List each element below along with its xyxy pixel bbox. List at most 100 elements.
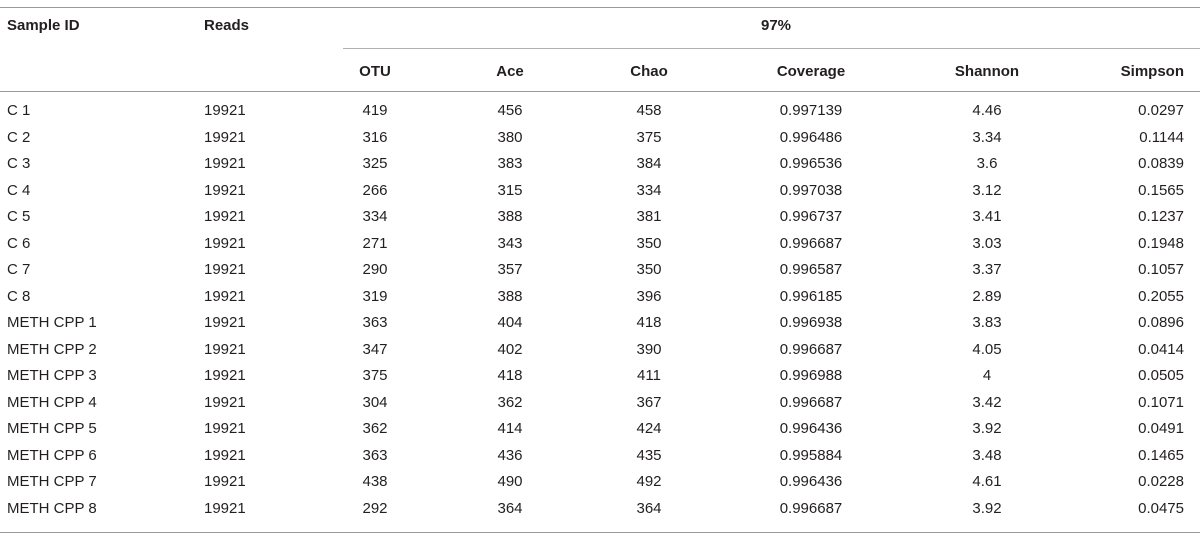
cell-simpson: 0.1465 (1138, 446, 1184, 464)
cell-simpson: 0.1565 (1138, 181, 1184, 199)
cell-reads: 19921 (204, 261, 246, 278)
cell-coverage: 0.996737 (779, 208, 843, 225)
cell-simpson: 0.0475 (1138, 499, 1184, 517)
cell-shannon: 4 (982, 367, 992, 384)
cell-ace: 436 (497, 446, 523, 464)
cell-ace: 380 (497, 128, 523, 146)
cell-coverage: 0.996687 (779, 499, 843, 517)
cell-shannon: 3.34 (972, 128, 1002, 146)
cell-sample-id: C 4 (7, 181, 31, 199)
table-row: C 5 19921 334 388 381 0.996737 3.41 0.1237 (0, 204, 1200, 231)
cell-simpson: 0.1057 (1138, 261, 1184, 278)
cell-ace: 388 (497, 208, 523, 225)
group-header-rule (343, 48, 1200, 49)
cell-reads: 19921 (204, 287, 246, 305)
cell-simpson: 0.2055 (1138, 287, 1184, 305)
cell-sample-id: C 7 (7, 261, 31, 278)
table-row: C 8 19921 319 388 396 0.996185 2.89 0.2055 (0, 284, 1200, 311)
cell-ace: 383 (497, 155, 523, 172)
cell-coverage: 0.995884 (779, 446, 843, 464)
cell-reads: 19921 (204, 499, 246, 517)
cell-shannon: 3.92 (972, 420, 1002, 437)
cell-sample-id: METH CPP 6 (7, 446, 97, 464)
cell-shannon: 3.03 (972, 234, 1002, 252)
cell-shannon: 3.83 (972, 314, 1002, 331)
cell-ace: 357 (497, 261, 523, 278)
cell-coverage: 0.997139 (779, 102, 843, 119)
cell-sample-id: C 8 (7, 287, 31, 305)
header-sample-id: Sample ID (7, 17, 80, 34)
cell-shannon: 3.92 (972, 499, 1002, 517)
table-row: METH CPP 8 19921 292 364 364 0.996687 3.92 0.04… (0, 496, 1200, 523)
cell-coverage: 0.996687 (779, 340, 843, 358)
cell-reads: 19921 (204, 155, 246, 172)
cell-sample-id: C 2 (7, 128, 31, 146)
cell-otu: 375 (362, 367, 388, 384)
cell-coverage: 0.996587 (779, 261, 843, 278)
table-top-rule (0, 7, 1200, 8)
cell-otu: 271 (362, 234, 388, 252)
cell-simpson: 0.0414 (1138, 340, 1184, 358)
cell-otu: 347 (362, 340, 388, 358)
cell-sample-id: METH CPP 8 (7, 499, 97, 517)
table-row: METH CPP 7 19921 438 490 492 0.996436 4.61 0.02… (0, 469, 1200, 496)
cell-simpson: 0.1071 (1138, 393, 1184, 411)
cell-sample-id: METH CPP 4 (7, 393, 97, 411)
cell-simpson: 0.1144 (1139, 128, 1184, 146)
cell-shannon: 4.61 (972, 473, 1002, 490)
cell-otu: 419 (362, 102, 388, 119)
cell-sample-id: METH CPP 3 (7, 367, 97, 384)
table-row: C 4 19921 266 315 334 0.997038 3.12 0.1565 (0, 178, 1200, 205)
header-otu: OTU (359, 63, 391, 80)
header-bottom-rule (0, 91, 1200, 92)
cell-coverage: 0.996988 (779, 367, 843, 384)
cell-simpson: 0.0505 (1138, 367, 1184, 384)
cell-otu: 304 (362, 393, 388, 411)
cell-shannon: 3.12 (972, 181, 1002, 199)
table-row: METH CPP 2 19921 347 402 390 0.996687 4.05 0.04… (0, 337, 1200, 364)
cell-chao: 492 (636, 473, 662, 490)
cell-ace: 404 (497, 314, 523, 331)
cell-chao: 384 (636, 155, 662, 172)
cell-chao: 458 (636, 102, 662, 119)
header-coverage: Coverage (776, 63, 846, 80)
cell-ace: 418 (497, 367, 523, 384)
cell-ace: 362 (497, 393, 523, 411)
cell-ace: 456 (497, 102, 523, 119)
cell-shannon: 3.41 (972, 208, 1002, 225)
cell-sample-id: METH CPP 1 (7, 314, 97, 331)
cell-simpson: 0.1237 (1138, 208, 1184, 225)
cell-reads: 19921 (204, 420, 246, 437)
cell-chao: 418 (636, 314, 662, 331)
cell-coverage: 0.996536 (779, 155, 843, 172)
cell-ace: 364 (497, 499, 523, 517)
table-row: METH CPP 4 19921 304 362 367 0.996687 3.42 0.10… (0, 390, 1200, 417)
cell-sample-id: C 1 (7, 102, 31, 119)
cell-chao: 364 (636, 499, 662, 517)
cell-otu: 319 (362, 287, 388, 305)
cell-reads: 19921 (204, 314, 246, 331)
cell-otu: 290 (362, 261, 388, 278)
cell-chao: 350 (636, 261, 662, 278)
cell-chao: 396 (636, 287, 662, 305)
header-group-97: 97% (760, 17, 792, 34)
cell-simpson: 0.0297 (1138, 102, 1184, 119)
cell-ace: 388 (497, 287, 523, 305)
cell-reads: 19921 (204, 367, 246, 384)
cell-shannon: 3.6 (976, 155, 998, 172)
cell-chao: 424 (636, 420, 662, 437)
cell-coverage: 0.996436 (779, 473, 843, 490)
cell-shannon: 3.42 (972, 393, 1002, 411)
header-chao: Chao (630, 63, 668, 80)
cell-otu: 334 (362, 208, 388, 225)
cell-reads: 19921 (204, 102, 246, 119)
cell-ace: 315 (497, 181, 523, 199)
cell-chao: 375 (636, 128, 662, 146)
cell-ace: 490 (497, 473, 523, 490)
cell-chao: 435 (636, 446, 662, 464)
cell-otu: 362 (362, 420, 388, 437)
cell-otu: 292 (362, 499, 388, 517)
cell-ace: 343 (497, 234, 523, 252)
table-body: C 1 19921 419 456 458 0.997139 4.46 0.0297 C 2 19… (0, 98, 1200, 522)
cell-chao: 411 (637, 367, 661, 384)
